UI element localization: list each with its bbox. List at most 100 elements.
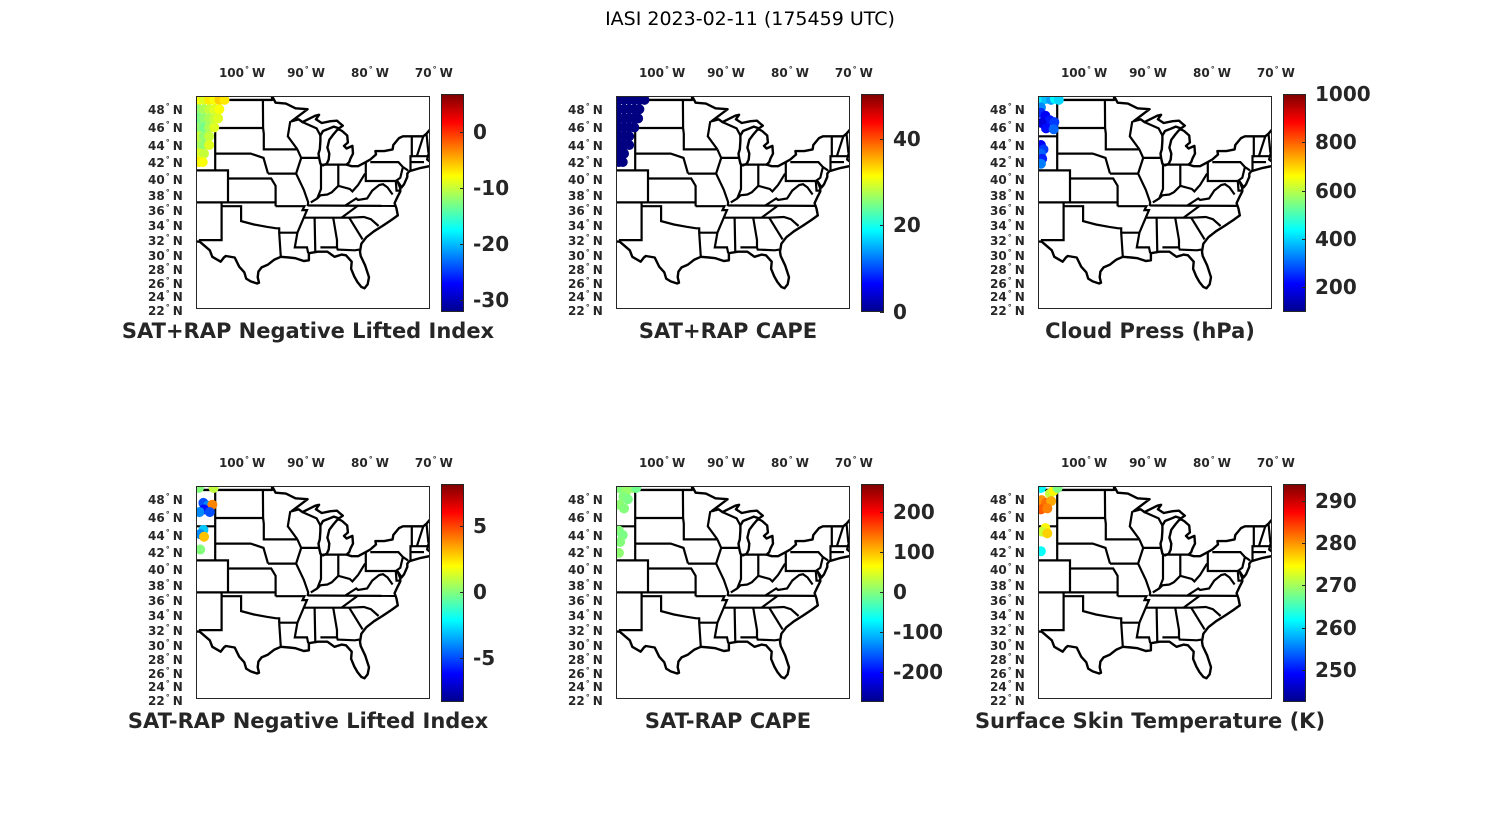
lat-tick-value: 42 bbox=[568, 546, 585, 561]
panel-title: SAT+RAP Negative Lifted Index bbox=[121, 319, 495, 343]
data-point bbox=[197, 544, 206, 555]
lat-tick-label: 40° N bbox=[990, 171, 1036, 186]
state-border bbox=[302, 121, 322, 137]
lat-tick-value: 46 bbox=[568, 511, 585, 526]
colorbar-tick-label: 200 bbox=[1315, 275, 1357, 300]
lat-tick-value: 34 bbox=[990, 219, 1007, 234]
lat-tick-label: 34° N bbox=[990, 217, 1036, 232]
lon-tick-label: 80° W bbox=[351, 65, 389, 80]
lat-tick-label: 44° N bbox=[148, 137, 194, 152]
lat-hemisphere: N bbox=[1014, 529, 1025, 544]
lat-tick-value: 44 bbox=[148, 139, 165, 154]
lat-hemisphere: N bbox=[592, 276, 603, 291]
lon-tick-label: 90° W bbox=[707, 455, 745, 470]
colorbar-tick-mark bbox=[880, 138, 884, 140]
basemap-svg bbox=[617, 97, 849, 290]
state-border bbox=[752, 217, 780, 252]
state-border bbox=[845, 133, 849, 153]
degree-symbol: ° bbox=[585, 608, 590, 618]
lat-tick-label: 36° N bbox=[990, 202, 1036, 217]
lat-hemisphere: N bbox=[1014, 139, 1025, 154]
state-border bbox=[641, 595, 702, 647]
data-point bbox=[199, 531, 210, 542]
state-border bbox=[313, 607, 317, 643]
basemap-svg bbox=[197, 97, 429, 290]
lat-tick-value: 48 bbox=[148, 103, 165, 118]
data-point bbox=[1052, 487, 1063, 493]
colorbar-tick-label: -20 bbox=[473, 232, 510, 257]
colorbar-tick-label: 0 bbox=[473, 120, 487, 145]
degree-symbol: ° bbox=[665, 455, 670, 464]
lat-tick-label: 32° N bbox=[568, 622, 614, 637]
lon-tick-value: 80 bbox=[350, 66, 368, 80]
state-border bbox=[221, 595, 282, 647]
degree-symbol: ° bbox=[788, 455, 793, 464]
degree-symbol: ° bbox=[165, 247, 170, 257]
state-border bbox=[1158, 554, 1165, 589]
lat-hemisphere: N bbox=[172, 204, 183, 219]
lat-hemisphere: N bbox=[1014, 493, 1025, 508]
lat-tick-label: 32° N bbox=[568, 232, 614, 247]
lat-hemisphere: N bbox=[172, 234, 183, 249]
degree-symbol: ° bbox=[585, 693, 590, 702]
lon-tick-value: 80 bbox=[1192, 66, 1210, 80]
lat-tick-value: 28 bbox=[568, 652, 585, 667]
lat-hemisphere: N bbox=[592, 666, 603, 681]
lat-tick-value: 42 bbox=[148, 546, 165, 561]
lat-hemisphere: N bbox=[1014, 262, 1025, 277]
lat-tick-label: 36° N bbox=[568, 592, 614, 607]
lat-tick-label: 36° N bbox=[148, 202, 194, 217]
lat-tick-value: 22 bbox=[148, 694, 165, 708]
lat-hemisphere: N bbox=[1014, 562, 1025, 577]
state-border bbox=[764, 573, 814, 597]
lon-tick-label: 80° W bbox=[351, 455, 389, 470]
degree-symbol: ° bbox=[165, 623, 170, 633]
data-point bbox=[639, 97, 650, 105]
state-border bbox=[1190, 607, 1206, 630]
lat-tick-value: 32 bbox=[148, 234, 165, 249]
lat-tick-label: 26° N bbox=[990, 665, 1036, 680]
degree-symbol: ° bbox=[165, 155, 170, 165]
lat-hemisphere: N bbox=[1014, 219, 1025, 234]
degree-symbol: ° bbox=[165, 303, 170, 312]
degree-symbol: ° bbox=[585, 623, 590, 633]
lat-hemisphere: N bbox=[1014, 680, 1025, 695]
state-border bbox=[294, 148, 310, 207]
map-axes bbox=[196, 486, 430, 699]
lat-tick-label: 28° N bbox=[568, 261, 614, 276]
lon-tick-value: 80 bbox=[350, 456, 368, 470]
degree-symbol: ° bbox=[1007, 679, 1012, 689]
lat-tick-label: 28° N bbox=[148, 261, 194, 276]
lat-tick-value: 40 bbox=[990, 562, 1007, 577]
lat-tick-label: 22° N bbox=[148, 302, 194, 317]
lat-tick-label: 48° N bbox=[990, 101, 1036, 116]
degree-symbol: ° bbox=[585, 651, 590, 661]
colorbar-tick-mark bbox=[1302, 543, 1306, 545]
basemap-svg bbox=[1039, 97, 1271, 290]
data-point bbox=[204, 140, 215, 151]
state-border bbox=[618, 202, 643, 242]
lon-hemisphere: W bbox=[731, 456, 746, 470]
state-border bbox=[348, 217, 364, 240]
state-border bbox=[1174, 217, 1202, 252]
colorbar-tick-mark bbox=[460, 188, 464, 190]
degree-symbol: ° bbox=[165, 102, 170, 112]
lat-tick-value: 28 bbox=[990, 652, 1007, 667]
lat-hemisphere: N bbox=[172, 546, 183, 561]
degree-symbol: ° bbox=[852, 455, 857, 464]
lon-tick-label: 100° W bbox=[1061, 455, 1107, 470]
state-border bbox=[822, 556, 829, 562]
degree-symbol: ° bbox=[304, 455, 309, 464]
lon-hemisphere: W bbox=[859, 456, 873, 470]
colorbar-tick-label: -5 bbox=[473, 646, 496, 671]
lat-hemisphere: N bbox=[172, 139, 183, 154]
state-border bbox=[635, 542, 690, 564]
degree-symbol: ° bbox=[165, 187, 170, 197]
lat-tick-value: 34 bbox=[568, 219, 585, 234]
degree-symbol: ° bbox=[1087, 455, 1092, 464]
lat-tick-value: 32 bbox=[990, 234, 1007, 249]
state-border bbox=[1040, 592, 1065, 632]
lat-tick-value: 40 bbox=[568, 562, 585, 577]
state-border bbox=[402, 166, 409, 172]
degree-symbol: ° bbox=[585, 218, 590, 228]
